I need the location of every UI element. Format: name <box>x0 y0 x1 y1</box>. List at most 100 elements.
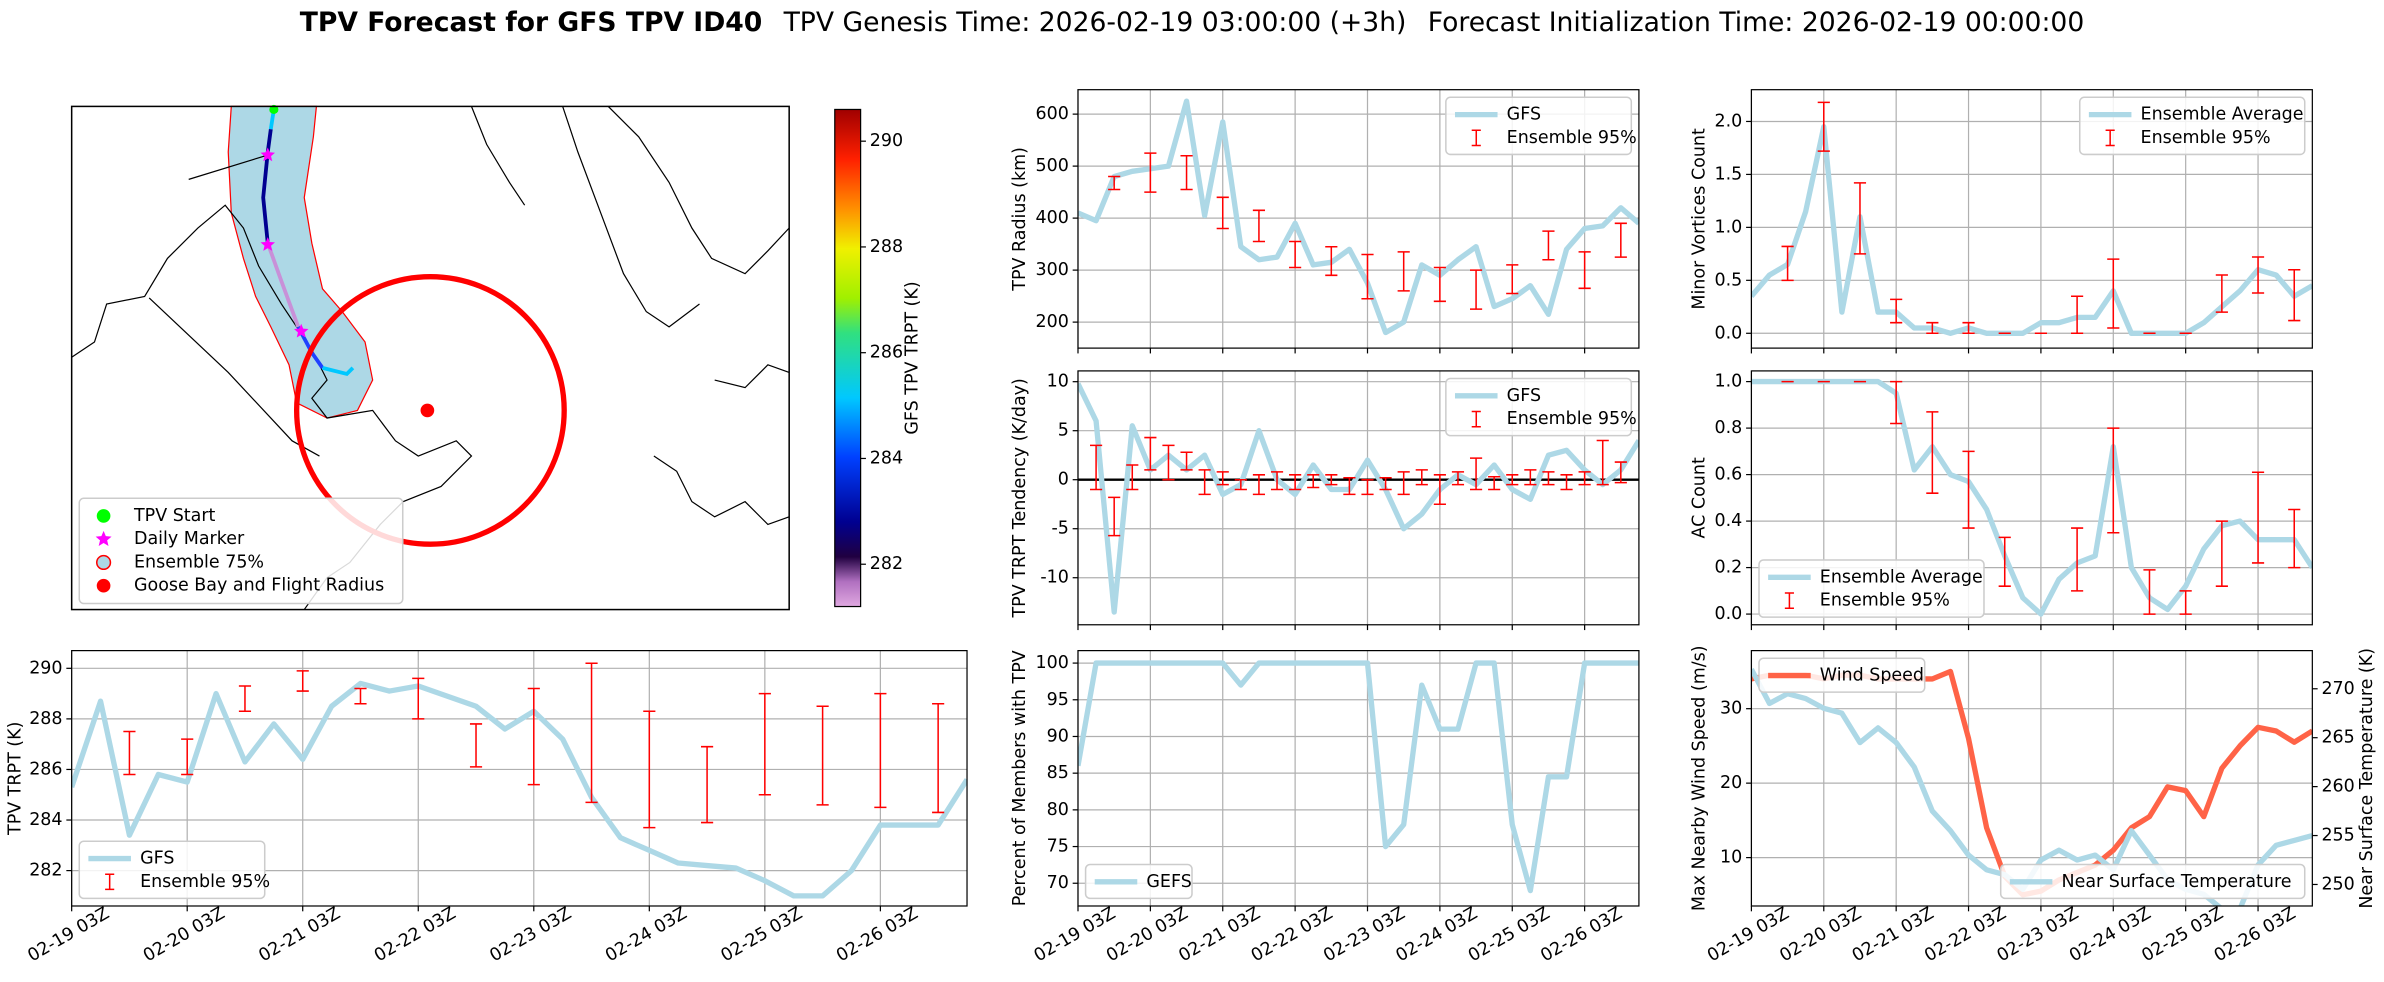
error-bar <box>1162 444 1175 481</box>
axes-frame <box>1750 89 2313 349</box>
legend-box <box>1758 657 1926 693</box>
error-bar <box>1890 380 1903 425</box>
legend-label: Near Surface Temperature <box>2062 872 2292 892</box>
legend-label: Ensemble Average <box>2141 105 2304 125</box>
y-tick-label: 90 <box>1047 726 1069 746</box>
legend-label: GFS <box>1507 386 1541 406</box>
legend-label: Wind Speed <box>1820 666 1924 686</box>
legend-swatch <box>1784 592 1794 609</box>
error-bar <box>1451 471 1465 486</box>
y-tick-label: 2.0 <box>1715 111 1743 131</box>
error-bar <box>2071 295 2084 335</box>
series-line <box>1077 98 1639 336</box>
y2-tick-label: 260 <box>2321 777 2354 797</box>
x-tick-label: 02-22 03Z <box>1248 904 1336 967</box>
figure-title: TPV Forecast for GFS TPV ID40 TPV Genesis… <box>300 6 2085 37</box>
x-tick-label: 02-24 03Z <box>1393 904 1481 967</box>
y-tick-label: 290 <box>29 658 62 678</box>
error-bar <box>701 745 714 824</box>
axes-frame <box>1077 370 1640 626</box>
legend-marker <box>95 530 112 546</box>
error-bar <box>758 692 771 796</box>
error-bar <box>1144 152 1157 193</box>
y-axis-label: TPV TRPT Tendency (K/day) <box>1010 378 1030 618</box>
y-tick-label: 75 <box>1047 837 1069 857</box>
y-axis-label: TPV Radius (km) <box>1010 147 1030 292</box>
axes-frame <box>1077 89 1640 349</box>
colorbar-tick-label: 288 <box>870 237 903 257</box>
error-bar <box>2251 256 2265 294</box>
error-bar <box>1469 269 1483 310</box>
legend-label: GFS <box>140 849 174 869</box>
error-bar <box>1560 474 1573 491</box>
y-tick-label: 0.6 <box>1715 465 1743 485</box>
error-bar <box>2071 527 2084 592</box>
error-bar <box>1506 474 1519 486</box>
y-tick-label: 500 <box>1036 156 1069 176</box>
error-bar <box>1578 471 1591 486</box>
y-tick-label: 1.0 <box>1715 217 1743 237</box>
colorbar-tick-label: 286 <box>870 343 903 363</box>
legend-box <box>1445 96 1633 156</box>
colorbar-tick-label: 284 <box>870 448 903 468</box>
y2-tick-label: 265 <box>2321 728 2354 748</box>
x-tick-label: 02-19 03Z <box>1031 904 1119 967</box>
error-bar <box>932 702 945 814</box>
y-axis-label: Minor Vortices Count <box>1690 128 1710 310</box>
legend-label: Ensemble 95% <box>2141 128 2271 148</box>
series-line <box>1751 124 2313 336</box>
error-bar <box>1614 222 1627 258</box>
error-bar <box>585 662 598 804</box>
error-bar <box>1397 251 1410 292</box>
y-tick-label: 10 <box>1047 372 1069 392</box>
y-tick-label: 20 <box>1720 773 1742 793</box>
error-bar <box>1469 457 1483 491</box>
error-bar <box>2179 590 2192 615</box>
error-bar <box>816 705 829 806</box>
y-tick-label: 80 <box>1047 800 1069 820</box>
y-tick-label: 95 <box>1047 690 1069 710</box>
legend-label: TPV Start <box>133 506 216 526</box>
error-bar <box>123 730 136 776</box>
legend-label: Goose Bay and Flight Radius <box>134 576 384 596</box>
legend-swatch <box>1471 129 1481 147</box>
y-tick-label: -10 <box>1040 568 1069 588</box>
y-tick-label: 30 <box>1720 699 1742 719</box>
error-bar <box>1090 444 1103 491</box>
axes-frame <box>1750 370 2313 626</box>
x-tick-label: 02-20 03Z <box>1777 904 1865 967</box>
x-tick-label: 02-21 03Z <box>1849 904 1937 967</box>
error-bar <box>1126 464 1139 491</box>
error-bar <box>1234 478 1247 491</box>
y-tick-label: 10 <box>1720 848 1742 868</box>
legend-label: Ensemble 75% <box>134 552 264 572</box>
legend-box <box>1084 863 1193 900</box>
error-bar <box>1817 101 1830 152</box>
daily-marker <box>260 237 276 251</box>
y-tick-label: 0.5 <box>1715 270 1743 290</box>
y-tick-label: 1.5 <box>1715 164 1743 184</box>
error-bar <box>1180 451 1193 471</box>
legend-box <box>78 840 266 900</box>
series-line <box>1077 382 1639 615</box>
error-bar <box>2107 427 2120 534</box>
error-bar <box>1962 450 1975 529</box>
error-bar <box>1289 240 1302 269</box>
title-genesis: TPV Genesis Time: 2026-02-19 03:00:00 (+… <box>783 6 1407 37</box>
y2-tick-label: 255 <box>2321 826 2354 846</box>
y-tick-label: 0.0 <box>1715 604 1743 624</box>
error-bar <box>1433 266 1446 303</box>
colorbar-tick-label: 290 <box>870 131 903 151</box>
error-bar <box>1397 471 1410 496</box>
x-tick-label: 02-19 03Z <box>24 904 112 967</box>
title-init: Forecast Initialization Time: 2026-02-19… <box>1428 6 2085 37</box>
error-bar <box>412 677 425 720</box>
x-tick-label: 02-26 03Z <box>2211 904 2299 967</box>
x-tick-label: 02-22 03Z <box>1921 904 2009 967</box>
y-tick-label: 100 <box>1036 653 1069 673</box>
map-panel: TPV Start Daily Marker Ensemble 75% Goose B… <box>70 104 922 611</box>
